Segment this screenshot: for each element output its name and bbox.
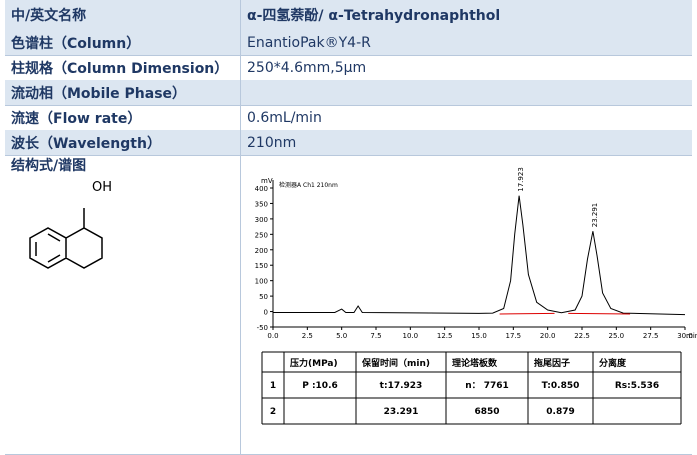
table-cell: 2 [270, 407, 276, 417]
spec-value: α-四氢萘酚/ α-Tetrahydronaphthol [247, 8, 501, 24]
spec-label: 中/英文名称 [5, 0, 241, 30]
table-header: 分离度 [599, 357, 627, 369]
x-tick-label: 20.0 [540, 332, 556, 340]
x-tick-label: 30.0 [677, 332, 693, 340]
table-header: 保留时间（min) [361, 357, 430, 369]
table-header: 理论塔板数 [452, 357, 498, 369]
spec-label: 柱规格（Column Dimension） [5, 55, 241, 80]
structure-ring [29, 208, 103, 269]
table-cell: 0.879 [546, 407, 574, 417]
baseline-marks [499, 312, 631, 315]
structure-label: OH [92, 180, 112, 195]
x-tick-label: 12.5 [437, 332, 453, 340]
y-tick-label: 300 [255, 216, 268, 224]
x-unit: min [686, 332, 697, 340]
spec-value: 250*4.6mm,5µm [247, 59, 367, 76]
spec-value: EnantioPak®Y4-R [247, 34, 371, 51]
x-tick-label: 17.5 [506, 332, 522, 340]
table-header: 拖尾因子 [534, 357, 570, 369]
x-tick-label: 10.0 [403, 332, 419, 340]
table-cell: n： 7761 [465, 381, 509, 391]
table-cell: Rs:5.536 [615, 381, 659, 391]
x-tick-label: 0.0 [267, 332, 278, 340]
trace [273, 195, 686, 316]
y-tick-label: 150 [255, 262, 268, 270]
y-tick-label: 50 [259, 293, 268, 301]
table-cell: 23.291 [384, 407, 419, 417]
x-tick-label: 22.5 [574, 332, 590, 340]
y-tick-label: 400 [255, 185, 268, 193]
spec-label: 波长（Wavelength） [5, 130, 241, 155]
spec-row: 波长（Wavelength） 210nm [5, 130, 692, 156]
table-cell: t:17.923 [380, 381, 423, 391]
table-cell: P :10.6 [302, 381, 338, 391]
y-tick-label: 0 [264, 309, 268, 317]
x-tick-label: 2.5 [302, 332, 313, 340]
table-cell: 6850 [474, 407, 499, 417]
spec-row: 色谱柱（Column） EnantioPak®Y4-R [5, 30, 692, 56]
spec-label: 色谱柱（Column） [5, 30, 241, 55]
spec-label: 流动相（Mobile Phase） [5, 80, 241, 105]
x-tick-label: 15.0 [471, 332, 487, 340]
detector: 检测器A Ch1 210nm [279, 181, 338, 189]
x-tick-label: 25.0 [609, 332, 625, 340]
x-tick-label: 5.0 [336, 332, 347, 340]
x-tick-label: 27.5 [643, 332, 659, 340]
spec-label: 流速（Flow rate） [5, 105, 241, 130]
table-cell: T:0.850 [542, 381, 580, 391]
peak-label: 17.923 [517, 167, 525, 192]
spec-row: 流动相（Mobile Phase） [5, 80, 692, 106]
table-cell: 1 [270, 381, 276, 391]
spec-value: 0.6mL/min [247, 109, 322, 126]
spec-label: 结构式/谱图 [5, 155, 241, 454]
y-tick-label: 100 [255, 278, 268, 286]
y-unit: mV [261, 177, 273, 185]
spec-row: 中/英文名称 α-四氢萘酚/ α-Tetrahydronaphthol [5, 0, 692, 31]
peak-label: 23.291 [591, 203, 599, 228]
y-tick-label: -50 [257, 324, 268, 332]
x-tick-label: 7.5 [370, 332, 381, 340]
y-tick-label: 200 [255, 247, 268, 255]
spec-value: 210nm [247, 134, 297, 151]
y-tick-label: 350 [255, 200, 268, 208]
y-tick-label: 250 [255, 231, 268, 239]
table-header: 压力(MPa) [290, 357, 338, 369]
